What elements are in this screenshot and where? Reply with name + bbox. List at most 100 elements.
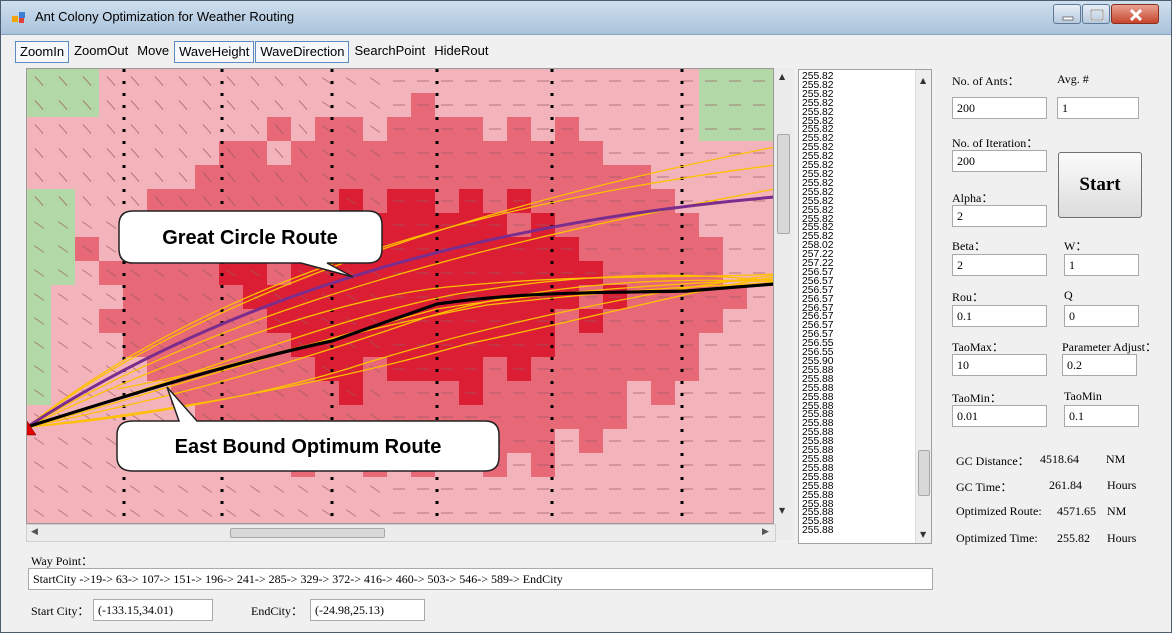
time-list-item[interactable]: 255.82 (802, 142, 834, 154)
scroll-down-icon[interactable]: ▼ (779, 506, 786, 515)
time-list-item[interactable]: 256.57 (802, 302, 834, 314)
scroll-thumb[interactable] (230, 528, 385, 538)
time-list-item[interactable]: 255.82 (802, 186, 834, 198)
w-input[interactable]: 1 (1064, 254, 1139, 276)
time-list-item[interactable]: 255.82 (802, 151, 834, 163)
time-list-item[interactable]: 255.88 (802, 471, 834, 483)
q-input[interactable]: 0 (1064, 305, 1139, 327)
map-horizontal-scrollbar[interactable]: ◀ ▶ (26, 524, 776, 542)
move-button[interactable]: Move (137, 43, 170, 58)
time-list-item[interactable]: 255.88 (802, 427, 834, 439)
minimize-button[interactable] (1053, 4, 1081, 24)
time-list-item[interactable]: 256.55 (802, 347, 834, 359)
scroll-up-icon[interactable]: ▲ (920, 76, 927, 85)
ants-input[interactable]: 200 (952, 97, 1047, 119)
scroll-down-icon[interactable]: ▼ (920, 530, 927, 539)
time-list-item[interactable]: 256.57 (802, 284, 834, 296)
time-list-item[interactable]: 255.88 (802, 507, 834, 519)
wave-direction-button[interactable]: WaveDirection (255, 41, 350, 63)
time-list-item[interactable]: 255.88 (802, 436, 834, 448)
time-list-item[interactable]: 255.82 (802, 97, 834, 109)
maximize-button[interactable] (1082, 4, 1110, 24)
end-city-field[interactable]: (-24.98,25.13) (310, 599, 425, 621)
time-list-item[interactable]: 255.88 (802, 516, 834, 528)
time-list-item[interactable]: 256.57 (802, 293, 834, 305)
start-city-field[interactable]: (-133.15,34.01) (93, 599, 213, 621)
time-list-item[interactable]: 256.57 (802, 311, 834, 323)
parameter-adjust-input[interactable]: 0.2 (1062, 354, 1137, 376)
scroll-left-icon[interactable]: ◀ (31, 527, 38, 537)
time-list-item[interactable]: 255.82 (802, 79, 834, 91)
time-list-item[interactable]: 256.57 (802, 275, 834, 287)
time-list-item[interactable]: 255.82 (802, 106, 834, 118)
taomin-2-input[interactable]: 0.1 (1064, 405, 1139, 427)
taomax-input[interactable]: 10 (952, 354, 1047, 376)
hide-route-button[interactable]: HideRout (434, 43, 489, 58)
time-list-item[interactable]: 255.88 (802, 445, 834, 457)
time-list-item[interactable]: 256.57 (802, 266, 834, 278)
start-button[interactable]: Start (1058, 152, 1142, 218)
time-list-item[interactable]: 256.57 (802, 329, 834, 341)
time-list-item[interactable]: 255.88 (802, 364, 834, 376)
time-list-item[interactable]: 255.82 (802, 124, 834, 136)
time-list-item[interactable]: 255.82 (802, 177, 834, 189)
time-list-item[interactable]: 256.55 (802, 338, 834, 350)
waypoint-field[interactable]: StartCity ->19-> 63-> 107-> 151-> 196-> … (28, 568, 933, 590)
time-list-item[interactable]: 255.82 (802, 213, 834, 225)
time-list-item[interactable]: 255.88 (802, 489, 834, 501)
time-list-item[interactable]: 255.88 (802, 480, 834, 492)
wave-height-button[interactable]: WaveHeight (174, 41, 255, 63)
search-point-button[interactable]: SearchPoint (354, 43, 426, 58)
scroll-up-icon[interactable]: ▲ (779, 72, 786, 81)
time-list-item[interactable]: 255.88 (802, 400, 834, 412)
map-canvas[interactable]: Great Circle Route East Bound Optimum Ro… (26, 68, 774, 524)
iteration-time-list[interactable]: 255.82 255.82 255.82 255.82 255.82 255.82 255.… (798, 69, 932, 544)
time-list-item[interactable]: 255.82 (802, 222, 834, 234)
scroll-thumb[interactable] (918, 450, 930, 496)
time-list-item[interactable]: 255.82 (802, 133, 834, 145)
zoom-in-button[interactable]: ZoomIn (15, 41, 70, 63)
time-list-item[interactable]: 255.82 (802, 195, 834, 207)
zoom-out-button[interactable]: ZoomOut (74, 43, 129, 58)
time-list-item[interactable]: 255.88 (802, 409, 834, 421)
time-list-item[interactable]: 257.22 (802, 249, 834, 261)
time-list-item[interactable]: 255.82 (802, 168, 834, 180)
time-list-item[interactable]: 255.88 (802, 462, 834, 474)
wave-direction-arrow (129, 317, 141, 325)
scroll-thumb[interactable] (777, 134, 790, 234)
wave-direction-arrow (33, 437, 45, 445)
map-vertical-scrollbar[interactable]: ▲ ▼ (774, 68, 794, 540)
time-list-item[interactable]: 255.82 (802, 71, 834, 82)
close-button[interactable] (1111, 4, 1159, 24)
great-circle-callout-text: Great Circle Route (162, 227, 338, 249)
time-list-item[interactable]: 255.82 (802, 231, 834, 243)
time-list-item[interactable]: 255.90 (802, 356, 834, 367)
rou-input[interactable]: 0.1 (952, 305, 1047, 327)
time-list-item[interactable]: 255.88 (802, 373, 834, 385)
wave-map[interactable]: Great Circle Route East Bound Optimum Ro… (27, 69, 774, 524)
wave-direction-arrow (321, 293, 333, 301)
alpha-input[interactable]: 2 (952, 205, 1047, 227)
close-icon (1129, 8, 1143, 22)
beta-input[interactable]: 2 (952, 254, 1047, 276)
time-list-item[interactable]: 255.82 (802, 88, 834, 100)
avg-input[interactable]: 1 (1057, 97, 1139, 119)
wave-direction-arrow (130, 148, 140, 158)
time-list-item[interactable]: 255.82 (802, 160, 834, 172)
time-list-item[interactable]: 255.88 (802, 453, 834, 465)
time-list-item[interactable]: 258.02 (802, 240, 834, 252)
time-list-item[interactable]: 255.88 (802, 391, 834, 403)
wave-direction-arrow (153, 509, 165, 517)
time-list-item[interactable]: 255.88 (802, 418, 834, 430)
time-list-item[interactable]: 257.22 (802, 258, 834, 270)
time-list-item[interactable]: 256.57 (802, 320, 834, 332)
taomin-input[interactable]: 0.01 (952, 405, 1047, 427)
time-list-item[interactable]: 255.82 (802, 204, 834, 216)
scroll-right-icon[interactable]: ▶ (762, 527, 769, 537)
time-list-item[interactable]: 255.88 (802, 382, 834, 394)
list-scrollbar[interactable]: ▲ ▼ (915, 70, 931, 543)
time-list-item[interactable]: 255.88 (802, 525, 834, 537)
time-list-item[interactable]: 255.88 (802, 498, 834, 510)
iteration-input[interactable]: 200 (952, 150, 1047, 172)
time-list-item[interactable]: 255.82 (802, 115, 834, 127)
